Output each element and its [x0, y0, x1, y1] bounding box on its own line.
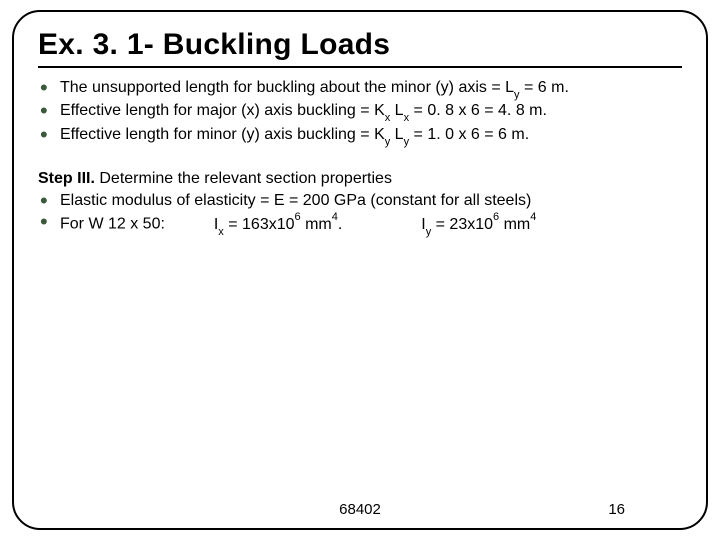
- step-heading: Step III. Determine the relevant section…: [38, 169, 682, 190]
- title-underline: [38, 66, 682, 68]
- step-bullet-list: Elastic modulus of elasticity = E = 200 …: [38, 191, 682, 238]
- footer-center: 68402: [339, 501, 381, 518]
- step-bullet-item: For W 12 x 50: Ix = 163x106 mm4. Iy = 23…: [60, 212, 682, 237]
- slide-content: Ex. 3. 1- Buckling Loads The unsupported…: [38, 28, 682, 238]
- bullet-list: The unsupported length for buckling abou…: [38, 78, 682, 147]
- bullet-item: Effective length for minor (y) axis buck…: [60, 125, 682, 147]
- footer-right: 16: [608, 501, 625, 518]
- step-label: Step III.: [38, 170, 95, 187]
- bullet-item: Effective length for major (x) axis buck…: [60, 101, 682, 123]
- ix-value: Ix = 163x106 mm4.: [214, 216, 343, 233]
- step-text: Determine the relevant section propertie…: [99, 170, 392, 187]
- bullet-item: The unsupported length for buckling abou…: [60, 78, 682, 100]
- iy-value: Iy = 23x106 mm4: [421, 216, 536, 233]
- slide-title: Ex. 3. 1- Buckling Loads: [38, 28, 682, 62]
- step-bullet-item: Elastic modulus of elasticity = E = 200 …: [60, 191, 682, 212]
- step-block: Step III. Determine the relevant section…: [38, 169, 682, 237]
- step-bullet-prefix: For W 12 x 50:: [60, 216, 165, 233]
